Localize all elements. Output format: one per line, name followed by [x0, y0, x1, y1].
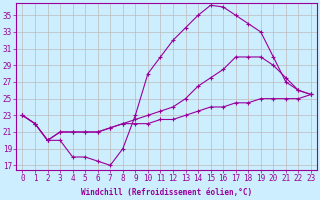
X-axis label: Windchill (Refroidissement éolien,°C): Windchill (Refroidissement éolien,°C) [81, 188, 252, 197]
